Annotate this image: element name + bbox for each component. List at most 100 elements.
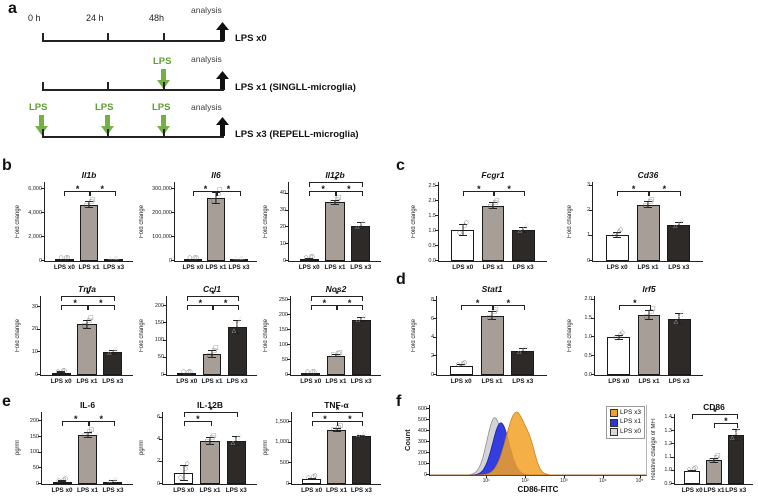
y-tick-label: 2 [404, 353, 434, 360]
y-tick-mark [171, 212, 174, 214]
data-point: ○ [460, 360, 466, 367]
x-category-label: LPS x1 [201, 377, 223, 385]
y-tick-label: 50 [281, 356, 288, 363]
x-tick-mark [563, 475, 565, 478]
y-tick-mark [171, 260, 174, 261]
error-bar [357, 434, 366, 438]
timeline-axis [42, 40, 224, 42]
data-point: ○ [611, 232, 617, 239]
time-label-0h: 0 h [28, 13, 41, 23]
data-point: ○ [62, 367, 68, 374]
chart-title: Fcgr1 [481, 170, 505, 180]
y-tick-label: 10 [279, 240, 286, 247]
y-tick-mark [285, 226, 288, 228]
y-tick-label: 250 [278, 296, 288, 303]
y-tick-mark [287, 314, 290, 316]
y-tick-mark [433, 299, 436, 301]
chart-cd86_mfi: CD86 Relative change of MFI 0.9 1.0 1.1 1.2 1.… [650, 402, 756, 495]
chart-title: IL-12B [197, 400, 223, 410]
significance-bracket: * [335, 184, 363, 196]
lps-arrow-icon [157, 69, 170, 89]
data-point: ○ [188, 368, 193, 375]
data-point: △ [360, 430, 366, 437]
data-point: △ [114, 475, 119, 482]
x-category-label: LPS x3 [350, 486, 372, 494]
y-tick-mark [287, 359, 290, 361]
x-category-label: LPS x0 [173, 486, 195, 494]
x-category-label: LPS x1 [325, 377, 347, 385]
significance-asterisk: * [348, 413, 352, 424]
y-tick-mark [435, 200, 438, 202]
data-point: ○ [455, 362, 461, 369]
error-bar [208, 349, 216, 358]
data-point: ○ [618, 332, 624, 338]
y-tick-label: 1.2 [664, 440, 672, 447]
plot-area: 0.9 1.0 1.1 1.2 1.3 1.4 ○ ○ ○ LPS x0 □ □ □ LPS x1 △ △ △ L… [664, 407, 753, 494]
error-bar [332, 354, 340, 357]
significance-bracket: * [193, 184, 218, 196]
x-category-label: LPS x0 [53, 263, 75, 271]
data-point: △ [522, 345, 527, 352]
significance-bracket: * [461, 298, 494, 310]
data-point: △ [673, 318, 678, 325]
significance-bracket: * [61, 298, 89, 310]
y-tick-mark [285, 192, 288, 194]
data-point: ○ [192, 254, 198, 261]
bar-lps-x1 [637, 314, 661, 375]
error-bar [457, 364, 466, 368]
timeline-tick [42, 82, 44, 90]
significance-asterisk: * [203, 183, 208, 194]
bar-lps-x3 [227, 326, 247, 375]
significance-asterisk: * [334, 174, 338, 185]
y-tick-mark [426, 419, 429, 421]
y-tick-label: 1.1 [664, 453, 672, 460]
y-tick-mark [671, 483, 674, 484]
significance-bracket: * [186, 298, 214, 310]
y-tick-label: 2,000 [28, 233, 42, 240]
data-point: △ [355, 317, 360, 324]
y-tick-mark [288, 483, 291, 484]
y-tick-label: 6 [404, 316, 434, 323]
error-bar [644, 200, 652, 209]
y-tick-label: 200,000 [152, 209, 172, 216]
data-point: △ [362, 217, 367, 224]
data-point: □ [713, 454, 719, 461]
significance-asterisk: * [335, 404, 340, 415]
data-point: ○ [306, 474, 311, 481]
data-point: △ [737, 425, 742, 431]
y-tick-mark [37, 328, 40, 330]
data-point: △ [678, 312, 683, 319]
significance-asterisk: * [196, 413, 200, 424]
significance-bracket: * [714, 416, 738, 428]
data-point: △ [107, 349, 112, 356]
error-bar [675, 312, 684, 325]
error-bar [182, 372, 191, 375]
y-tick-label: 0.0 [584, 371, 592, 378]
y-tick-label: 100 [154, 336, 164, 343]
panel-label-f: f [396, 393, 402, 410]
data-point: ○ [618, 227, 624, 234]
data-point: ○ [310, 254, 316, 260]
y-tick-label: 150 [278, 326, 288, 333]
x-tick-label: 10² [521, 478, 529, 484]
y-tick-label: 2.0 [428, 197, 436, 204]
x-category-label: LPS x3 [512, 377, 534, 385]
y-axis-label: Fold change [567, 204, 573, 239]
error-bar [614, 334, 623, 340]
data-point: △ [360, 219, 365, 226]
y-tick-mark [41, 188, 44, 190]
y-tick-label: 0 [9, 481, 39, 487]
y-tick-mark [435, 260, 438, 261]
data-point: △ [362, 430, 367, 437]
y-tick-mark [671, 416, 674, 418]
y-tick-mark [38, 467, 41, 469]
panel-label-a: a [8, 0, 17, 17]
data-point: ○ [65, 254, 71, 261]
bar-lps-x1 [77, 434, 97, 484]
legend-swatch [609, 428, 618, 436]
x-category-label: LPS x1 [324, 263, 346, 271]
y-tick-label: 0 [134, 372, 164, 378]
panel-label-d: d [396, 271, 406, 288]
